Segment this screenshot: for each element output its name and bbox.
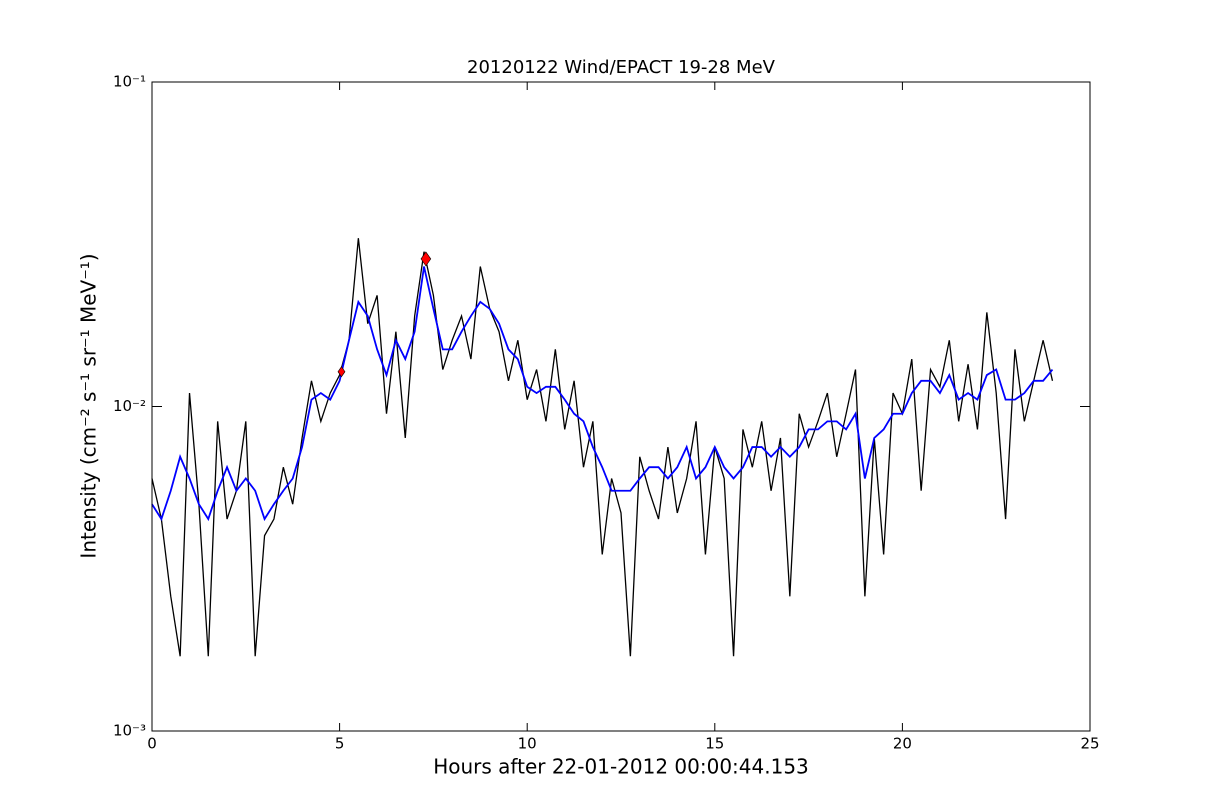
y-axis-label: Intensity (cm⁻² s⁻¹ sr⁻¹ MeV⁻¹) (77, 253, 101, 558)
x-axis-label: Hours after 22-01-2012 00:00:44.153 (433, 755, 809, 779)
x-tick-label: 5 (335, 735, 345, 753)
x-tick-label: 0 (147, 735, 157, 753)
y-tick-label: 10⁻¹ (113, 73, 146, 91)
y-tick-label: 10⁻² (113, 397, 146, 415)
data-line (151, 266, 1054, 522)
chart-title: 20120122 Wind/EPACT 19-28 MeV (467, 57, 776, 78)
plot-frame (151, 81, 1091, 732)
x-tick-label: 10 (518, 735, 537, 753)
y-tick-label: 10⁻³ (113, 722, 146, 740)
x-tick-label: 25 (1080, 735, 1099, 753)
data-line (151, 238, 1054, 657)
marker (420, 251, 432, 267)
x-tick-label: 20 (893, 735, 912, 753)
marker (337, 366, 346, 378)
x-tick-label: 15 (705, 735, 724, 753)
